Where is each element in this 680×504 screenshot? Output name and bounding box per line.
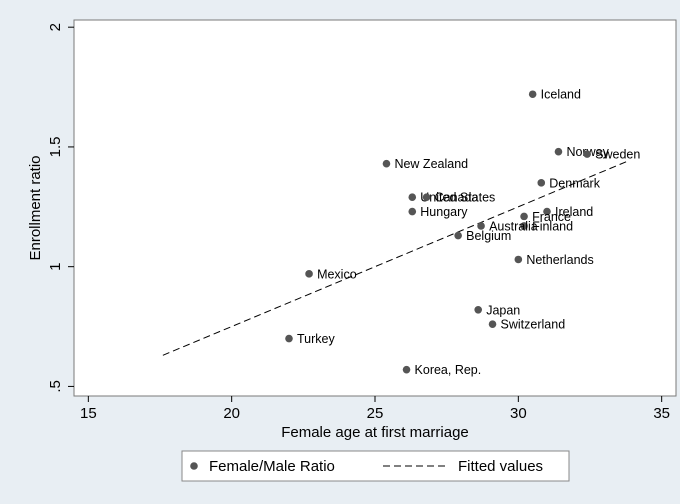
data-point bbox=[528, 90, 537, 99]
x-axis: 15 20 25 30 35 bbox=[80, 396, 670, 422]
point-label: Australia bbox=[489, 219, 538, 233]
point-label: New Zealand bbox=[394, 157, 468, 171]
plot-area bbox=[73, 19, 677, 397]
point-label: Ireland bbox=[555, 205, 593, 219]
point-label: Belgium bbox=[466, 229, 511, 243]
data-point bbox=[382, 159, 391, 168]
data-point bbox=[402, 365, 411, 374]
data-point bbox=[408, 193, 417, 202]
data-point bbox=[422, 193, 431, 202]
data-point bbox=[583, 150, 591, 158]
point-label: Denmark bbox=[549, 176, 600, 190]
data-point bbox=[285, 334, 293, 343]
data-point bbox=[454, 231, 462, 240]
y-tick-label: 1 bbox=[47, 263, 64, 271]
point-label: Switzerland bbox=[501, 318, 566, 332]
data-point bbox=[537, 179, 546, 187]
x-tick-label: 30 bbox=[510, 405, 527, 422]
point-label: United States bbox=[420, 191, 495, 205]
legend-label-fit: Fitted values bbox=[458, 458, 543, 475]
fitted-line bbox=[162, 160, 628, 356]
fit-line-layer bbox=[162, 160, 628, 356]
data-point bbox=[305, 270, 313, 278]
x-tick-label: 35 bbox=[653, 405, 670, 422]
data-point bbox=[520, 212, 528, 221]
point-label: Canada bbox=[435, 191, 479, 205]
point-label: Iceland bbox=[541, 88, 581, 102]
legend-box bbox=[181, 450, 570, 482]
point-label: Finland bbox=[532, 219, 573, 233]
y-tick-label: 2 bbox=[47, 23, 64, 31]
data-point bbox=[543, 207, 551, 216]
legend-marker-points bbox=[190, 462, 198, 470]
point-label: Sweden bbox=[595, 148, 640, 162]
x-tick-label: 25 bbox=[367, 405, 384, 422]
y-tick-label: 1.5 bbox=[47, 137, 64, 158]
x-tick-label: 20 bbox=[223, 405, 240, 422]
data-point bbox=[514, 255, 523, 264]
legend-label-points: Female/Male Ratio bbox=[209, 458, 335, 475]
data-point bbox=[474, 305, 483, 314]
point-label: Netherlands bbox=[526, 253, 593, 267]
data-point bbox=[488, 320, 497, 328]
y-axis-title: Enrollment ratio bbox=[27, 155, 44, 260]
points-layer: IcelandNorwaySwedenNew ZealandDenmarkUni… bbox=[285, 88, 640, 377]
y-tick-label: .5 bbox=[47, 380, 64, 393]
y-axis: .5 1 1.5 2 bbox=[47, 23, 74, 393]
point-label: France bbox=[532, 210, 571, 224]
point-label: Mexico bbox=[317, 267, 357, 281]
point-label: Hungary bbox=[420, 205, 468, 219]
data-point bbox=[477, 222, 485, 230]
point-label: Turkey bbox=[297, 332, 335, 346]
data-point bbox=[408, 207, 417, 216]
legend: Female/Male Ratio Fitted values bbox=[181, 450, 570, 482]
x-axis-title: Female age at first marriage bbox=[281, 424, 469, 441]
data-point bbox=[520, 222, 528, 230]
point-label: Korea, Rep. bbox=[415, 363, 482, 377]
point-label: Japan bbox=[486, 303, 520, 317]
x-tick-label: 15 bbox=[80, 405, 97, 422]
data-point bbox=[554, 147, 563, 156]
